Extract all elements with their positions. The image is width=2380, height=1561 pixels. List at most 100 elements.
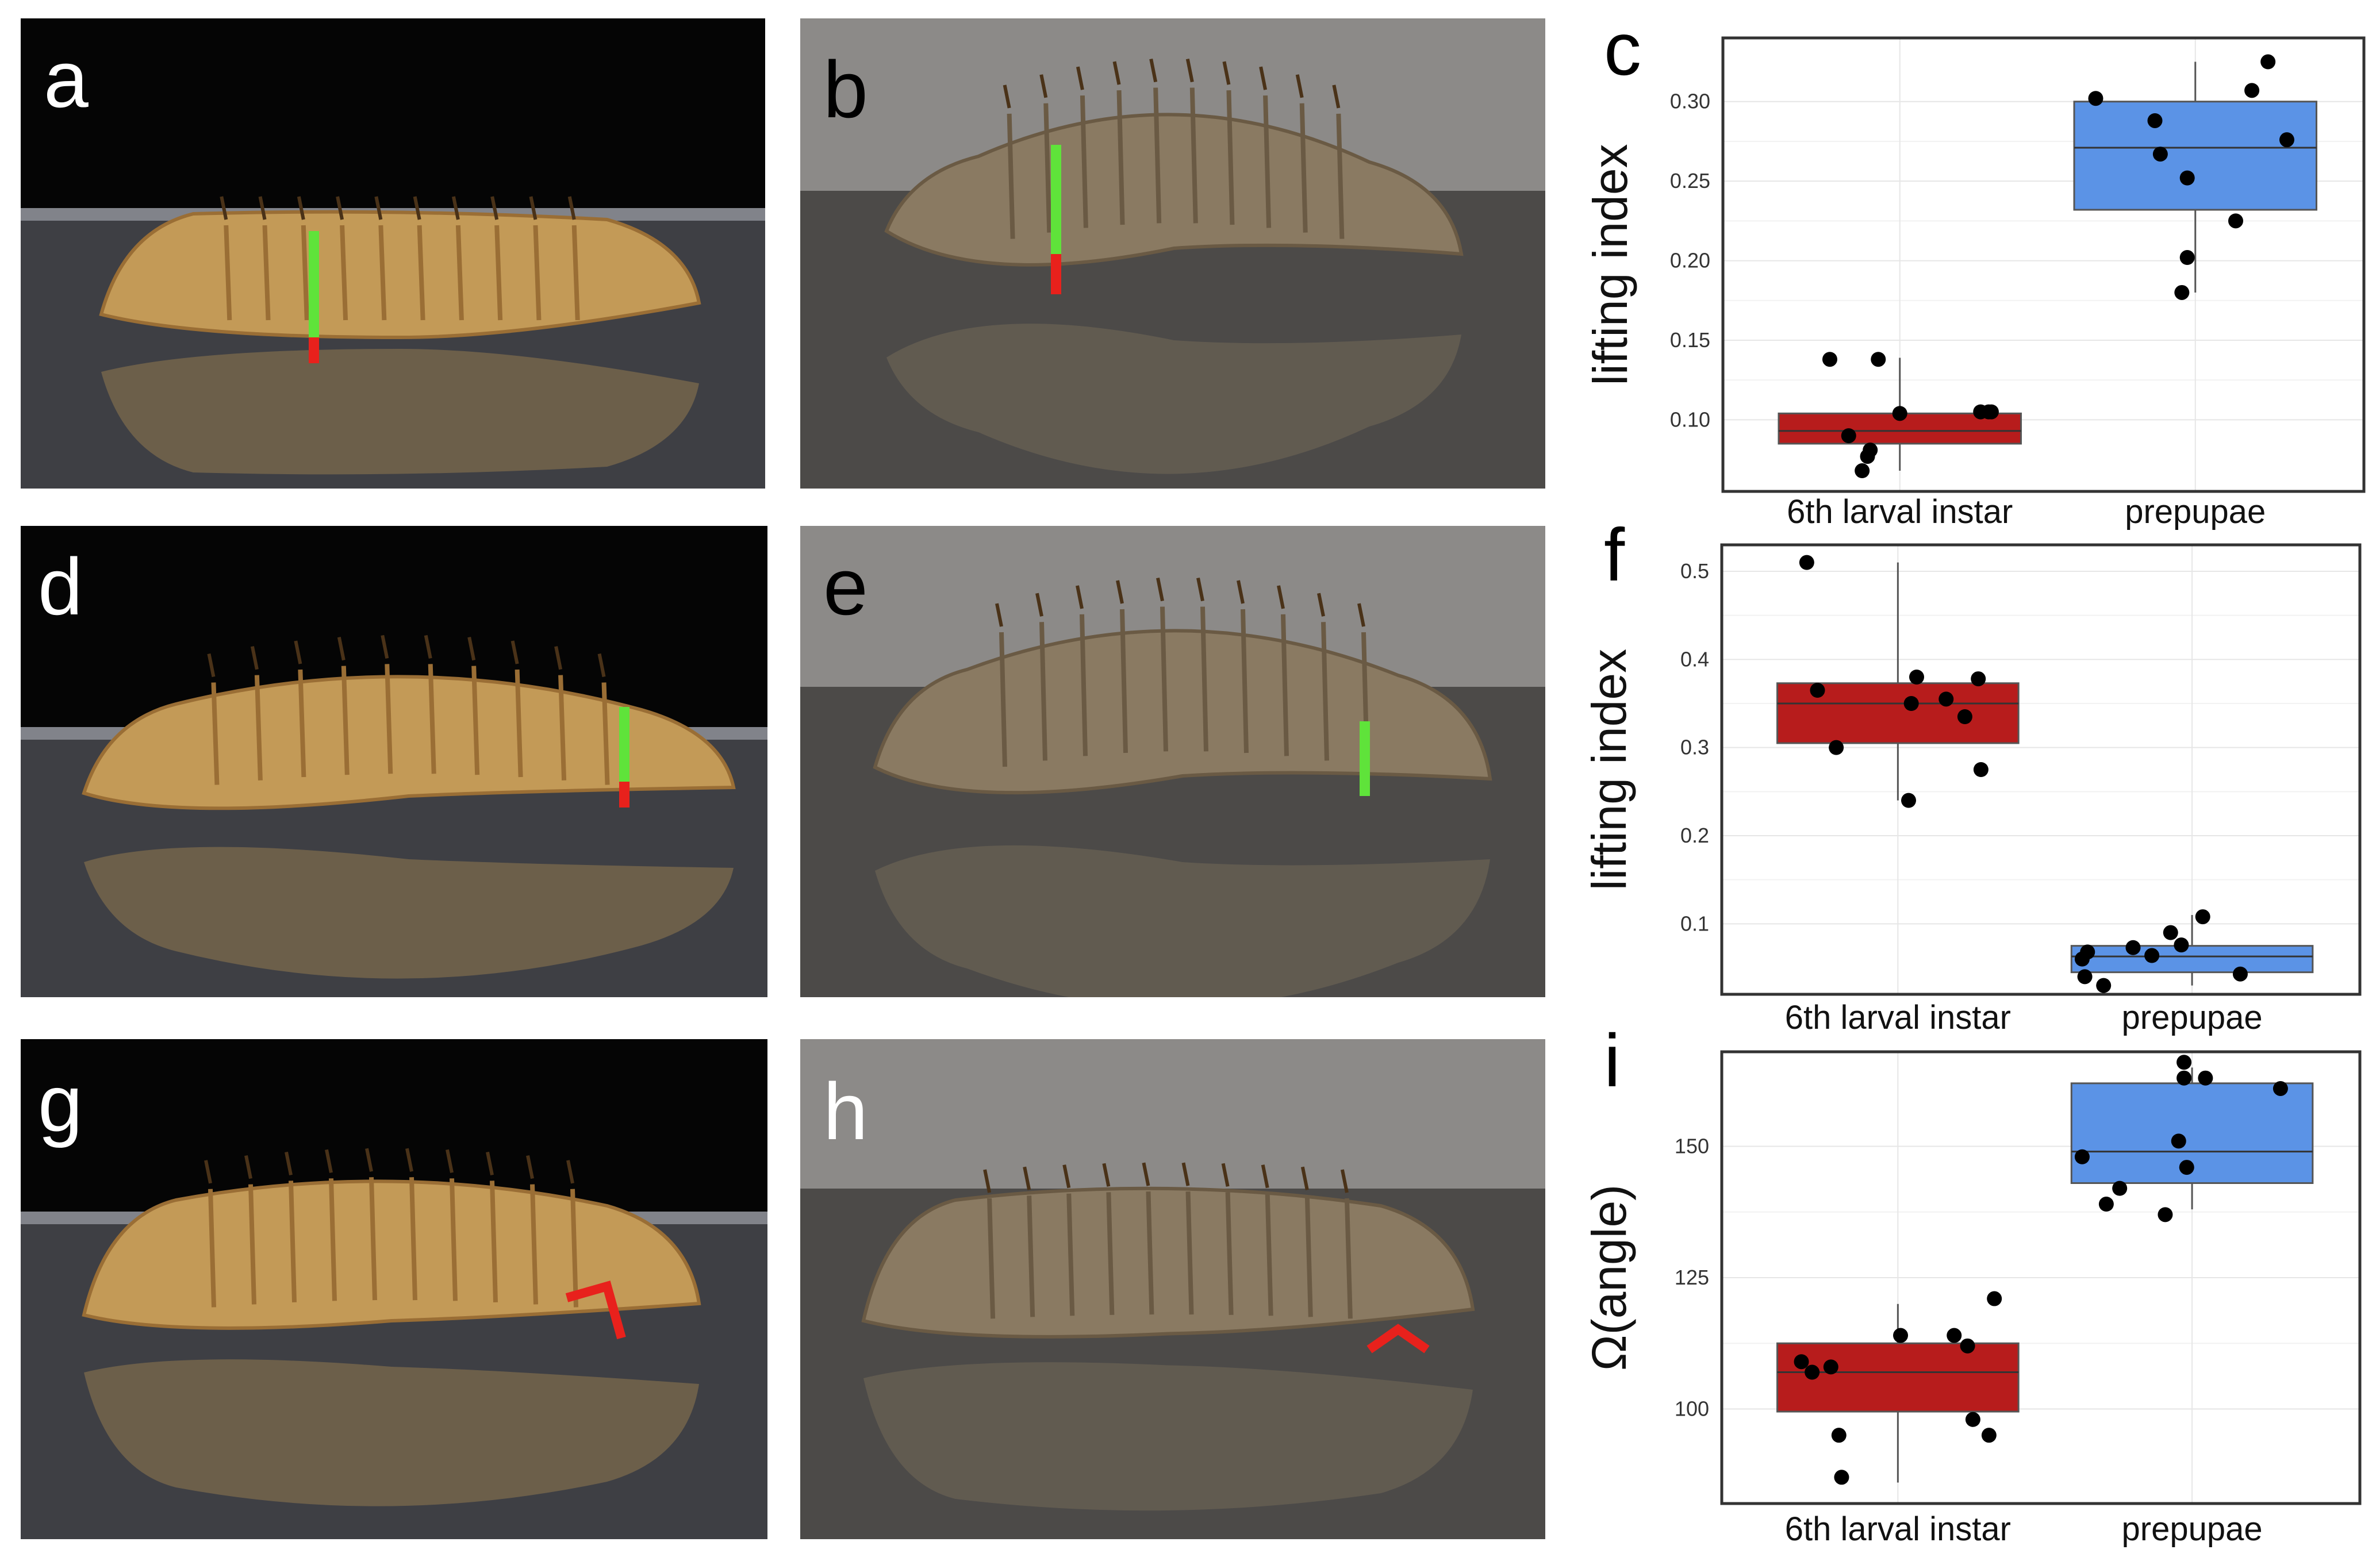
- data-point: [1831, 1428, 1847, 1443]
- larva-bristle: [1142, 1162, 1150, 1186]
- larva-body: [861, 1186, 1475, 1339]
- photo-panel-b: b: [800, 18, 1545, 489]
- plot-frame: [1720, 1050, 2362, 1505]
- larva-bristle: [1076, 66, 1084, 90]
- x-category-label: prepupae: [2122, 1510, 2263, 1548]
- y-tick-label: 150: [1675, 1135, 1709, 1158]
- larva-bristle: [490, 196, 499, 220]
- larva-bristle: [297, 196, 305, 220]
- data-point: [2174, 937, 2189, 953]
- data-point: [2176, 1070, 2192, 1086]
- larva-segment-line: [1265, 1193, 1273, 1316]
- data-point: [2171, 1133, 2186, 1149]
- data-point: [1829, 740, 1844, 755]
- data-point: [1973, 762, 1989, 777]
- data-point: [1960, 1338, 1975, 1354]
- larva-segment-line: [1160, 606, 1168, 752]
- data-point: [1823, 1359, 1838, 1375]
- larva-bristle: [1149, 58, 1158, 83]
- larva-segment-line: [558, 675, 567, 780]
- larva-segment-line: [409, 1177, 417, 1301]
- larva-segment-line: [490, 1181, 498, 1302]
- data-point: [2272, 1081, 2288, 1096]
- data-point: [2176, 1055, 2192, 1070]
- larva-bristle: [258, 196, 267, 220]
- larva-bristle: [424, 635, 432, 659]
- larva-bristle: [374, 196, 383, 220]
- larva-bristle: [554, 646, 563, 670]
- data-point: [1971, 671, 1986, 687]
- larva-segment-line: [369, 1177, 377, 1301]
- box-prepupae: [2073, 101, 2317, 211]
- larva-segment-line: [601, 682, 610, 785]
- larva-segment-line: [417, 225, 425, 321]
- y-tick-label: 0.3: [1680, 736, 1709, 759]
- larva-segment-line: [570, 1189, 578, 1308]
- larva-segment-line: [1226, 90, 1235, 225]
- larva-reflection: [84, 1359, 699, 1506]
- larva-bristle: [1300, 1166, 1309, 1190]
- panel-label-b: b: [823, 44, 868, 134]
- larva-bristle: [337, 637, 346, 661]
- larva-segment-line: [289, 1181, 297, 1302]
- larva-segment-line: [471, 666, 480, 775]
- larva-bristle: [467, 637, 476, 661]
- data-point: [1947, 1328, 1962, 1343]
- larva-segment-line: [1153, 87, 1162, 224]
- x-category-label: 6th larval instar: [1787, 493, 2013, 530]
- larva-bristle: [1295, 74, 1304, 98]
- larva-bristle: [250, 646, 259, 670]
- data-point: [1822, 352, 1837, 367]
- data-point: [1893, 1328, 1909, 1343]
- x-category-label: 6th larval instar: [1785, 1510, 2011, 1548]
- y-axis-label: lifting index: [1582, 649, 1636, 890]
- larva-segment-line: [1039, 622, 1047, 761]
- larva-segment-line: [1185, 1191, 1194, 1315]
- data-point: [1805, 1364, 1820, 1380]
- data-point: [1987, 1291, 2002, 1306]
- data-point: [1863, 443, 1878, 458]
- larva-bristle: [446, 1149, 454, 1173]
- larva-photo-a: [21, 18, 765, 489]
- larva-body: [884, 113, 1464, 267]
- larva-segment-line: [340, 225, 348, 321]
- larva-bristle: [207, 653, 216, 678]
- data-point: [1938, 691, 1954, 707]
- larva-segment-line: [1299, 103, 1308, 233]
- larva-reflection: [863, 1362, 1473, 1511]
- larva-segment-line: [1027, 1195, 1035, 1317]
- data-point: [2077, 969, 2093, 985]
- larva-segment-line: [262, 225, 271, 321]
- data-point: [1957, 709, 1972, 724]
- larva-bristle: [1003, 84, 1011, 109]
- plot-frame: [1720, 543, 2362, 996]
- y-tick-label: 0.4: [1680, 647, 1709, 671]
- data-point: [2096, 978, 2112, 993]
- larva-bristle: [1261, 1164, 1269, 1189]
- data-point: [2179, 1160, 2194, 1175]
- larva-bristle: [1156, 577, 1164, 602]
- photo-panel-e: e: [800, 526, 1545, 997]
- data-point: [2125, 940, 2141, 955]
- larva-reflection: [84, 847, 734, 979]
- larva-bristle: [1222, 61, 1231, 85]
- y-tick-label: 0.5: [1680, 559, 1709, 583]
- data-point: [1983, 404, 1999, 420]
- photo-panel-h: h: [800, 1039, 1545, 1539]
- larva-bristle: [995, 603, 1003, 627]
- larva-bristle: [1039, 74, 1048, 98]
- plot-frame: [1721, 36, 2366, 493]
- larva-segment-line: [455, 225, 464, 321]
- larva-segment-line: [1344, 1198, 1353, 1319]
- photo-panel-a: a: [21, 18, 765, 489]
- larva-segment-line: [1336, 113, 1345, 239]
- data-point: [2179, 250, 2195, 266]
- larva-bristle: [1237, 580, 1245, 604]
- y-tick-label: 0.10: [1670, 407, 1710, 431]
- panel-label-d: d: [38, 541, 83, 632]
- chart-panel-f: f 0.1 0.2 0.3 0.4 0.5 6th larval instar prepupa…: [1575, 513, 2380, 1040]
- larva-bristle: [1340, 1169, 1349, 1193]
- larva-segment-line: [1200, 606, 1208, 752]
- data-point: [1855, 463, 1870, 479]
